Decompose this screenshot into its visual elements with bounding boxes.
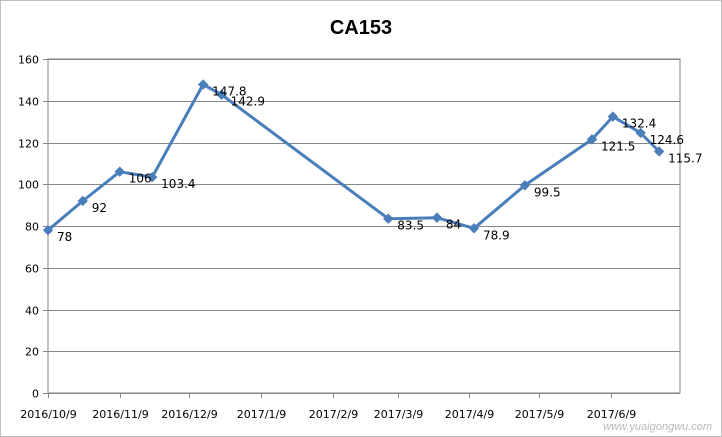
y-tick-label: 40 <box>25 305 39 318</box>
data-label: 132.4 <box>622 117 656 131</box>
x-tick-label: 2016/11/9 <box>92 408 148 421</box>
data-point-marker <box>114 166 125 177</box>
y-tick-label: 60 <box>25 263 39 276</box>
data-point-marker <box>635 127 646 139</box>
x-tick-label: 2017/1/9 <box>237 408 286 421</box>
series-group <box>42 79 665 236</box>
y-tick-label: 80 <box>25 221 39 234</box>
data-point-marker <box>42 224 54 236</box>
data-point-marker <box>431 212 443 223</box>
data-label: 124.6 <box>650 133 684 147</box>
watermark: www.yuaigongwu.com <box>603 421 712 433</box>
data-label: 103.4 <box>161 177 195 191</box>
data-point-marker <box>216 89 227 100</box>
data-point-marker <box>197 79 209 90</box>
data-label: 99.5 <box>534 185 561 199</box>
data-point-marker <box>146 171 158 183</box>
series-line <box>47 83 661 232</box>
data-point-marker <box>653 146 665 157</box>
x-tick-label: 2017/3/9 <box>374 408 423 421</box>
x-tick-label: 2017/5/9 <box>515 408 564 421</box>
y-tick-label: 20 <box>25 346 39 359</box>
y-axis: 0 20 40 60 80 100 120 140 160 <box>18 54 48 401</box>
data-label: 142.9 <box>231 95 265 109</box>
data-point-marker <box>383 213 394 224</box>
x-tick-label: 2016/12/9 <box>161 408 217 421</box>
x-axis: 2016/10/9 2016/11/9 2016/12/9 2017/1/9 2017/… <box>20 393 680 421</box>
x-tick-label: 2017/4/9 <box>445 408 494 421</box>
data-label: 84 <box>446 218 461 232</box>
y-tick-label: 100 <box>18 179 39 192</box>
data-label: 147.8 <box>212 84 246 98</box>
x-tick-label: 2017/6/9 <box>587 408 636 421</box>
y-tick-label: 160 <box>18 54 39 67</box>
data-point-marker <box>607 111 619 122</box>
x-tick-label: 2017/2/9 <box>309 408 358 421</box>
data-label: 106 <box>129 172 152 186</box>
x-tick-label: 2016/10/9 <box>20 408 76 421</box>
y-tick-label: 0 <box>32 388 39 401</box>
data-point-marker <box>468 223 480 234</box>
data-point-marker <box>586 134 598 145</box>
data-label: 78 <box>57 230 72 244</box>
chart-title: CA153 <box>330 17 392 39</box>
y-tick-label: 140 <box>18 96 39 109</box>
y-tick-label: 120 <box>18 138 39 151</box>
data-label: 83.5 <box>397 219 424 233</box>
data-label: 115.7 <box>668 151 702 165</box>
data-point-marker <box>519 180 531 191</box>
data-point-marker <box>77 195 88 207</box>
data-label: 78.9 <box>483 228 510 242</box>
data-label: 121.5 <box>601 139 635 153</box>
gridlines <box>48 59 680 352</box>
data-label: 92 <box>92 201 107 215</box>
